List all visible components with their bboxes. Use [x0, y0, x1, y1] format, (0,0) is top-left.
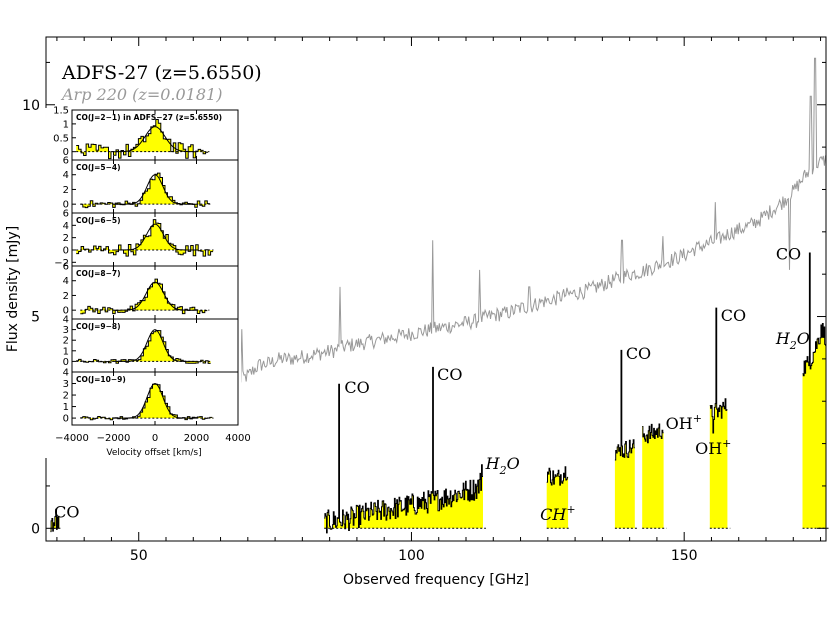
inset-spectrum — [76, 119, 209, 160]
inset-gaussian-fit — [113, 174, 197, 205]
inset-panel-label: CO(J=2−1) in ADFS−27 (z=5.6550) — [76, 113, 222, 122]
inset-panel-label: CO(J=5−4) — [76, 163, 121, 172]
inset-gaussian-fit — [113, 281, 197, 311]
inset-x-axis-label: Velocity offset [km/s] — [106, 448, 201, 458]
inset-gaussian-fit — [113, 223, 197, 251]
inset-gaussian-fit — [113, 382, 197, 419]
adfs27-series-segment — [614, 349, 635, 461]
inset-y-tick-label: 4 — [63, 170, 69, 181]
inset-y-tick-label: 1.5 — [53, 106, 69, 117]
inset-y-tick-label: 2 — [63, 336, 69, 347]
spectral-line-label: H2O — [485, 454, 520, 477]
inset-velocity-panels: 0 0.5 1 1.5 CO(J=2−1) in ADFS−27 (z=5.6550) 0… — [45, 106, 251, 458]
y-axis-label: Flux density [mJy] — [5, 226, 21, 352]
adfs27-fill-layer — [50, 253, 827, 533]
inset-gaussian-fit — [113, 329, 197, 362]
inset-y-tick-label: 4 — [63, 315, 69, 326]
y-tick-label: 0 — [31, 521, 40, 537]
adfs27-series-segment — [802, 252, 827, 377]
x-tick-label: 50 — [130, 548, 148, 564]
spectral-line-label: OH+ — [666, 412, 702, 433]
inset-y-tick-label: 0 — [63, 357, 69, 368]
spectral-line-label: CO — [54, 503, 79, 522]
inset-x-tick-label: 2000 — [184, 433, 209, 444]
inset-panel-label: CO(J=6−5) — [76, 216, 121, 225]
chart-title: ADFS-27 (z=5.6550) — [61, 62, 262, 84]
x-axis-label: Observed frequency [GHz] — [343, 572, 529, 588]
adfs27-fill-segment — [802, 253, 827, 529]
inset-background — [45, 108, 241, 458]
inset-y-tick-label: 6 — [63, 156, 69, 167]
adfs27-line-layer — [50, 252, 829, 534]
inset-gaussian-fit — [113, 126, 197, 153]
inset-fill — [76, 330, 211, 364]
inset-x-tick-label: 0 — [152, 433, 158, 444]
arp220-layer — [239, 57, 826, 383]
inset-panel-label: CO(J=8−7) — [76, 269, 121, 278]
inset-y-tick-label: 0 — [63, 147, 69, 158]
line-labels-layer: CO CO CO H2O CH+ CO OH+ OH+ CO CO H2O — [54, 244, 810, 523]
inset-y-tick-label: −2 — [54, 258, 69, 269]
inset-y-tick-label: 0 — [63, 245, 69, 256]
x-tick-label: 150 — [671, 548, 698, 564]
inset-spectrum — [80, 172, 210, 209]
inset-y-tick-label: 1 — [63, 119, 69, 130]
chart-subtitle: Arp 220 (z=0.0181) — [60, 85, 222, 104]
adfs27-series-segment — [642, 423, 664, 444]
spectral-line-label: CH+ — [540, 503, 575, 524]
adfs27-series-segment — [324, 366, 483, 534]
adfs27-series-segment — [50, 508, 60, 533]
inset-y-tick-label: 4 — [63, 276, 69, 287]
inset-y-tick-label: 6 — [63, 209, 69, 220]
inset-y-tick-label: 6 — [63, 262, 69, 273]
adfs27-series-segment — [546, 466, 569, 486]
arp220-series-line — [239, 57, 826, 383]
inset-y-tick-label: 2 — [63, 185, 69, 196]
inset-y-tick-label: 2 — [63, 391, 69, 402]
inset-y-tick-label: 2 — [63, 233, 69, 244]
inset-x-tick-label: −2000 — [97, 433, 131, 444]
inset-y-tick-label: 4 — [63, 221, 69, 232]
inset-fill — [80, 173, 210, 208]
inset-spectrum — [76, 219, 214, 257]
inset-y-tick-label: 0 — [63, 200, 69, 211]
spectral-line-label: CO — [721, 306, 746, 325]
y-tick-label: 10 — [22, 98, 40, 114]
adfs27-fill-segment — [324, 367, 483, 533]
adfs27-series-segment — [709, 307, 728, 434]
inset-y-tick-label: 2 — [63, 291, 69, 302]
adfs27-fill-segment — [614, 350, 635, 529]
y-tick-label: 5 — [31, 310, 40, 326]
inset-panel-label: CO(J=10−9) — [76, 375, 126, 384]
inset-x-tick-label: 4000 — [225, 433, 250, 444]
adfs27-fill-segment — [642, 424, 664, 529]
x-tick-label: 100 — [398, 548, 425, 564]
adfs27-fill-segment — [546, 466, 569, 529]
spectral-line-label: H2O — [775, 329, 810, 352]
spectral-line-label: CO — [776, 244, 801, 263]
spectral-line-label: CO — [626, 344, 651, 363]
inset-y-tick-label: 0 — [63, 414, 69, 425]
inset-y-tick-label: 0.5 — [53, 133, 69, 144]
inset-y-tick-label: 1 — [63, 402, 69, 413]
inset-x-tick-label: −4000 — [55, 433, 89, 444]
spectral-line-label: CO — [437, 365, 462, 384]
inset-spectrum — [76, 330, 211, 364]
spectral-line-label: OH+ — [695, 437, 731, 458]
inset-y-tick-label: 3 — [63, 379, 69, 390]
inset-y-tick-label: 1 — [63, 346, 69, 357]
adfs27-fill-segment — [709, 308, 728, 529]
inset-y-tick-label: 4 — [63, 368, 69, 379]
spectral-line-label: CO — [344, 378, 369, 397]
inset-y-tick-label: 3 — [63, 325, 69, 336]
inset-y-tick-label: 0 — [63, 306, 69, 317]
inset-panel-label: CO(J=9−8) — [76, 322, 121, 331]
